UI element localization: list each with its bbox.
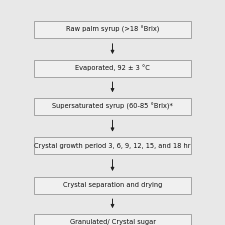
Text: Supersaturated syrup (60-85 °Brix)*: Supersaturated syrup (60-85 °Brix)* <box>52 103 173 110</box>
FancyBboxPatch shape <box>34 60 191 76</box>
Text: Evaporated, 92 ± 3 °C: Evaporated, 92 ± 3 °C <box>75 65 150 71</box>
Text: Granulated/ Crystal sugar: Granulated/ Crystal sugar <box>70 219 155 225</box>
FancyBboxPatch shape <box>34 137 191 154</box>
Text: Raw palm syrup (>18 °Brix): Raw palm syrup (>18 °Brix) <box>66 26 159 34</box>
Text: Crystal separation and drying: Crystal separation and drying <box>63 182 162 188</box>
FancyBboxPatch shape <box>34 98 191 115</box>
Text: Crystal growth period 3, 6, 9, 12, 15, and 18 hr: Crystal growth period 3, 6, 9, 12, 15, a… <box>34 143 191 149</box>
FancyBboxPatch shape <box>34 214 191 225</box>
FancyBboxPatch shape <box>34 21 191 38</box>
FancyBboxPatch shape <box>34 177 191 194</box>
